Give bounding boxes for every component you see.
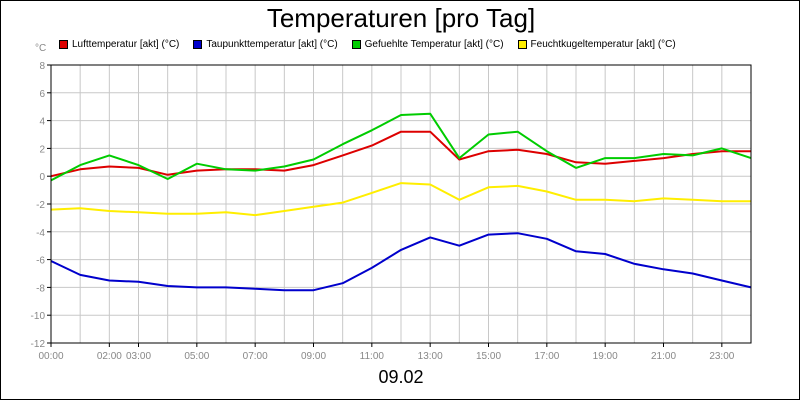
legend-swatch-red	[59, 40, 68, 49]
y-tick-label: 6	[39, 89, 45, 100]
plot-border	[50, 64, 752, 344]
chart-title: Temperaturen [pro Tag]	[266, 3, 536, 33]
legend-label: Gefuehlte Temperatur [akt] (°C)	[364, 39, 504, 50]
x-tick-label: 19:00	[593, 351, 618, 362]
wet-bulb-line	[50, 182, 751, 217]
legend-item-dew-point: Taupunkttemperatur [akt] (°C)	[193, 39, 338, 50]
legend-label: Feuchtkugeltemperatur [akt] (°C)	[530, 39, 676, 50]
x-tick-label: 21:00	[651, 351, 676, 362]
x-tick-label: 15:00	[476, 351, 501, 362]
series-lines	[50, 112, 752, 292]
legend-swatch-green	[351, 40, 361, 49]
x-tick-label: 02:00	[97, 351, 122, 362]
air-temperature-line	[50, 130, 751, 178]
legend-label: Lufttemperatur [akt] (°C)	[72, 39, 180, 50]
y-axis-unit: °C	[35, 43, 47, 54]
legend-swatch-blue	[193, 40, 203, 49]
dew-point-line	[50, 232, 752, 292]
x-tick-label: 00:00	[38, 351, 63, 362]
legend-label: Taupunkttemperatur [akt] (°C)	[206, 39, 338, 50]
grid	[50, 64, 752, 344]
y-tick-label: 8	[39, 61, 45, 72]
y-tick-label: -2	[36, 200, 45, 211]
y-tick-label: -12	[31, 339, 46, 350]
x-tick-label: 07:00	[243, 351, 268, 362]
legend: Lufttemperatur [akt] (°C) Taupunkttemper…	[59, 39, 676, 50]
legend-item-air-temperature: Lufttemperatur [akt] (°C)	[59, 39, 179, 50]
y-tick-label: 0	[39, 172, 45, 183]
y-tick-label: -8	[36, 283, 45, 294]
legend-item-wet-bulb: Feuchtkugeltemperatur [akt] (°C)	[517, 39, 676, 50]
x-tick-label: 03:00	[126, 351, 151, 362]
x-tick-label: 23:00	[709, 351, 734, 362]
x-tick-label: 11:00	[360, 351, 385, 362]
date-label: 09.02	[378, 367, 424, 387]
y-tick-label: 4	[39, 117, 45, 128]
x-tick-label: 17:00	[534, 351, 559, 362]
felt-temperature-line	[50, 112, 752, 182]
y-tick-label: -4	[36, 228, 45, 239]
x-tick-label: 13:00	[418, 351, 443, 362]
legend-swatch-yellow	[517, 40, 527, 49]
x-tick-label: 09:00	[301, 351, 326, 362]
x-axis-ticks: 00:00 02:00 03:00 05:00 07:00 09:00 11:00 13:00…	[38, 343, 735, 362]
x-tick-label: 05:00	[184, 351, 209, 362]
y-axis-ticks: 8 6 4 2 0 -2 -4 -6 -8 -10 -12	[31, 61, 51, 350]
legend-item-felt-temperature: Gefuehlte Temperatur [akt] (°C)	[351, 39, 504, 50]
y-tick-label: 2	[39, 144, 45, 155]
y-tick-label: -10	[31, 311, 46, 322]
y-tick-label: -6	[36, 256, 45, 267]
